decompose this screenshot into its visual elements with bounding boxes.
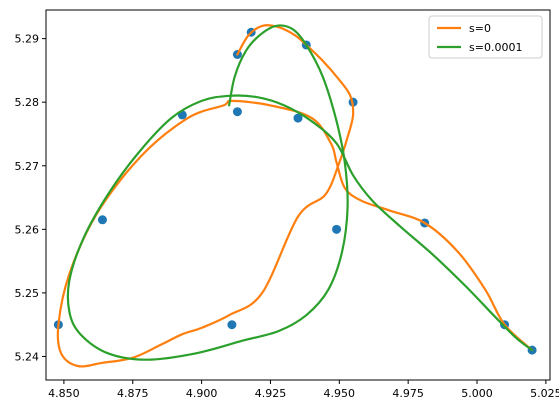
y-tick-label: 5.25 xyxy=(15,287,40,300)
legend: s=0 s=0.0001 xyxy=(428,15,543,59)
legend-label: s=0.0001 xyxy=(469,41,522,54)
data-point xyxy=(332,224,342,234)
data-point xyxy=(293,113,303,123)
x-tick-label: 4.850 xyxy=(48,387,80,400)
x-tick-label: 4.925 xyxy=(255,387,287,400)
x-tick-label: 4.875 xyxy=(117,387,149,400)
x-tick-label: 5.000 xyxy=(461,387,493,400)
plot-marks xyxy=(53,24,537,368)
y-tick-label: 5.29 xyxy=(15,33,40,46)
y-tick-label: 5.26 xyxy=(15,223,40,236)
plot-frame xyxy=(45,9,551,381)
x-tick-label: 4.900 xyxy=(186,387,218,400)
legend-label: s=0 xyxy=(469,22,491,35)
x-axis: 4.850 4.875 4.900 4.925 4.950 4.975 5.000 5.025 xyxy=(48,380,559,400)
data-point xyxy=(227,320,237,330)
y-tick-label: 5.27 xyxy=(15,160,40,173)
y-tick-label: 5.24 xyxy=(15,350,40,363)
y-axis: 5.24 5.25 5.26 5.27 5.28 5.29 xyxy=(15,33,46,363)
x-tick-label: 5.025 xyxy=(530,387,559,400)
series-line-1 xyxy=(56,24,534,368)
x-tick-label: 4.950 xyxy=(324,387,356,400)
data-point xyxy=(232,107,242,117)
x-tick-label: 4.975 xyxy=(392,387,424,400)
data-point xyxy=(97,215,107,225)
series-line-2 xyxy=(66,24,534,361)
y-tick-label: 5.28 xyxy=(15,96,40,109)
